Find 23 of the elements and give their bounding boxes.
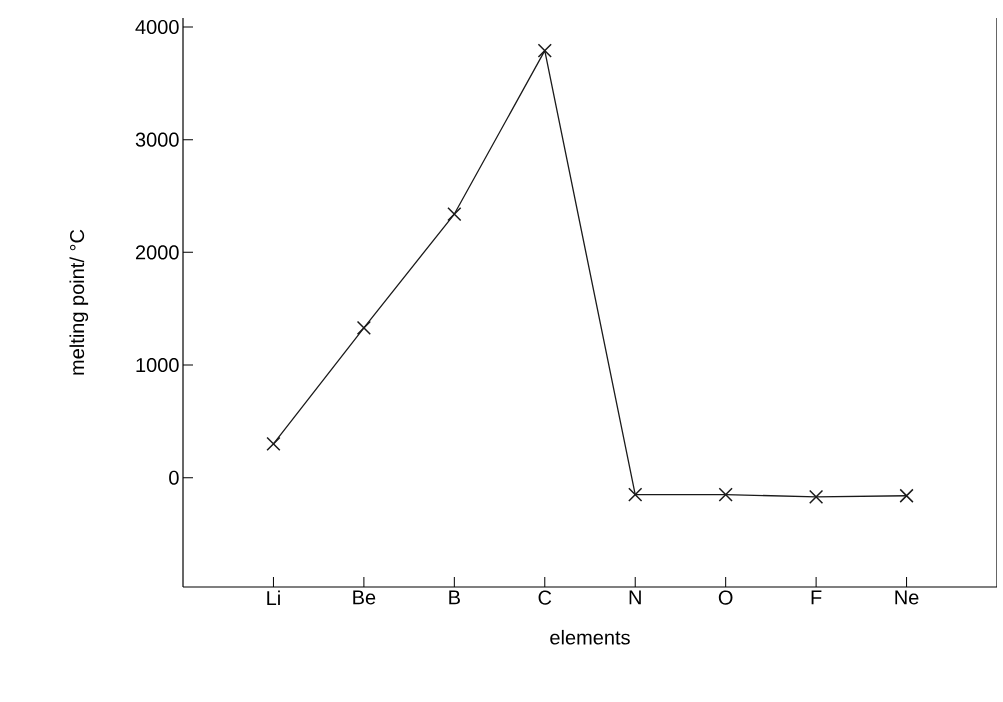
point (718, 487, 733, 502)
y-axis-title: melting point/ °C (69, 229, 89, 375)
y-tick-label: 2000 (135, 245, 179, 260)
y-tick-label: 3000 (135, 132, 179, 147)
x-tick-label: O (718, 590, 733, 605)
point (537, 43, 552, 58)
x-axis-title: elements (550, 629, 630, 645)
point (628, 487, 643, 502)
x-tick-label: Be (353, 590, 376, 605)
y-tick-label: 4000 (135, 19, 179, 35)
x-tick-label: C (538, 590, 552, 605)
point (447, 206, 462, 222)
x-tick-label: B (449, 590, 460, 605)
x-tick-label: N (629, 590, 641, 605)
point (899, 488, 914, 503)
point (266, 436, 281, 452)
point (356, 320, 372, 335)
y-tick-label: 1000 (136, 357, 179, 373)
x-tick-label: Li (267, 590, 280, 606)
x-tick-label: Ne (895, 590, 919, 605)
y-tick-label: 0 (169, 470, 179, 485)
x-tick-label: F (811, 590, 822, 605)
point (809, 489, 824, 504)
